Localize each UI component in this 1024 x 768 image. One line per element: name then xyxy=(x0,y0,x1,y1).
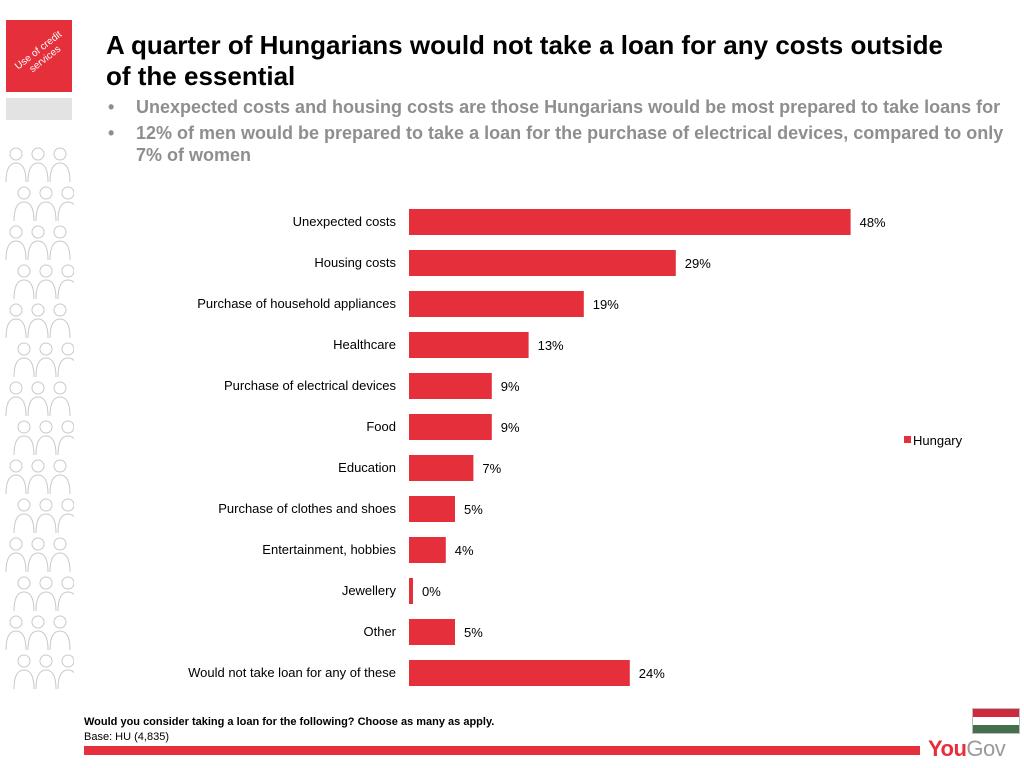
flag-stripe-white xyxy=(973,717,1019,725)
survey-question: Would you consider taking a loan for the… xyxy=(84,716,495,728)
category-label: Would not take loan for any of these xyxy=(188,665,396,680)
category-label: Healthcare xyxy=(333,337,396,352)
category-label: Entertainment, hobbies xyxy=(262,542,396,557)
value-label: 13% xyxy=(538,338,564,353)
value-label: 29% xyxy=(685,256,711,271)
logo-gov: Gov xyxy=(966,736,1006,761)
category-label: Jewellery xyxy=(342,583,397,598)
value-label: 9% xyxy=(501,379,520,394)
category-label: Education xyxy=(338,460,396,475)
crowd-illustration-icon xyxy=(5,147,74,690)
value-label: 5% xyxy=(464,625,483,640)
hungary-flag-icon xyxy=(972,708,1020,734)
subtitle-bullets: Unexpected costs and housing costs are t… xyxy=(106,96,1006,170)
bar xyxy=(409,291,584,317)
category-label: Housing costs xyxy=(314,255,396,270)
value-label: 5% xyxy=(464,502,483,517)
category-label: Purchase of clothes and shoes xyxy=(218,501,396,516)
value-label: 9% xyxy=(501,420,520,435)
value-label: 0% xyxy=(422,584,441,599)
flag-stripe-red xyxy=(973,709,1019,717)
bar xyxy=(409,414,492,440)
bar xyxy=(409,496,455,522)
bar xyxy=(409,660,630,686)
category-label: Food xyxy=(366,419,396,434)
bar xyxy=(409,332,529,358)
survey-base: Base: HU (4,835) xyxy=(84,731,169,743)
value-label: 48% xyxy=(860,215,886,230)
subtitle-bullet: 12% of men would be prepared to take a l… xyxy=(106,122,1006,166)
value-label: 24% xyxy=(639,666,665,681)
bar xyxy=(409,537,446,563)
subtitle-bullet: Unexpected costs and housing costs are t… xyxy=(106,96,1006,118)
logo-you: You xyxy=(928,736,967,761)
yougov-logo: YouGov xyxy=(928,736,1006,762)
category-label: Unexpected costs xyxy=(293,214,397,229)
bar xyxy=(409,373,492,399)
category-label: Purchase of electrical devices xyxy=(224,378,396,393)
bar xyxy=(409,578,413,604)
bar xyxy=(409,250,676,276)
value-label: 19% xyxy=(593,297,619,312)
bar xyxy=(409,455,474,481)
legend-swatch xyxy=(904,436,911,443)
legend-label-hungary: Hungary xyxy=(913,433,963,448)
section-tag: Use of credit services xyxy=(6,20,72,92)
section-tag-shadow xyxy=(6,98,72,120)
category-label: Other xyxy=(363,624,396,639)
bar xyxy=(409,619,455,645)
bar xyxy=(409,209,851,235)
value-label: 7% xyxy=(482,461,501,476)
bar-chart: Unexpected costs 48% Housing costs 29% Purch… xyxy=(188,209,963,686)
legend: Hungary xyxy=(904,433,963,448)
footer-bar xyxy=(84,746,920,755)
value-label: 4% xyxy=(455,543,474,558)
page-title: A quarter of Hungarians would not take a… xyxy=(106,30,943,91)
category-label: Purchase of household appliances xyxy=(197,296,396,311)
flag-stripe-green xyxy=(973,725,1019,733)
